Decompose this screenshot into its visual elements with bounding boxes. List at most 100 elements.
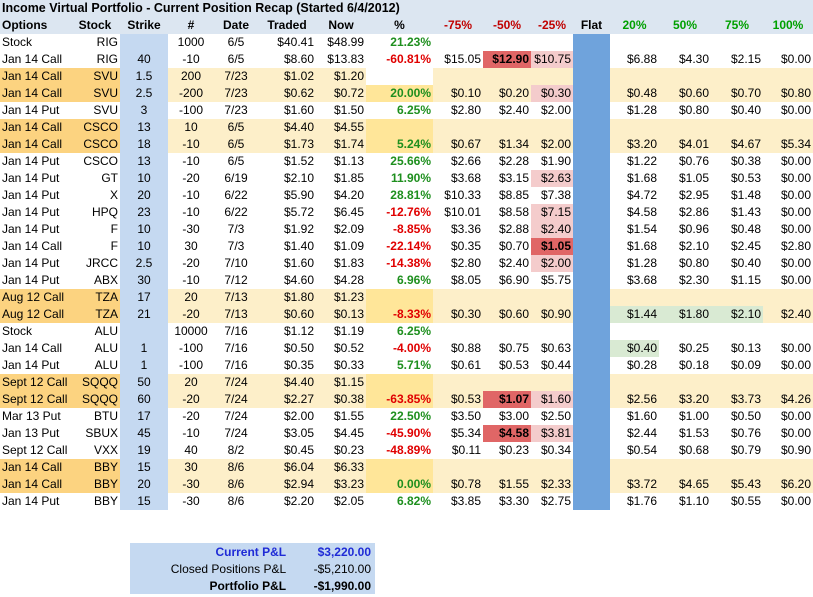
- flat-cell: [573, 408, 610, 425]
- option-cell: Jan 13 Put: [2, 426, 60, 440]
- table-row: Jan 14 Call SVU 2.5 -200 7/23 $0.62 $0.72 20.00…: [0, 85, 813, 102]
- traded-cell: $8.60: [283, 52, 314, 66]
- strike-cell: 15: [120, 493, 168, 510]
- percent-cell: [366, 374, 433, 391]
- stock-cell: BTU: [94, 409, 118, 423]
- percent-cell: -63.85%: [366, 391, 433, 408]
- flat-cell: [573, 306, 610, 323]
- column-header: Stock: [70, 17, 120, 34]
- scenario-cell: $0.50: [730, 409, 761, 423]
- scenario-cell: $0.28: [626, 358, 657, 372]
- scenario-cell: $4.58: [626, 205, 657, 219]
- scenario-cell: $0.67: [433, 136, 483, 153]
- scenario-cell: [711, 289, 763, 306]
- traded-cell: $1.60: [283, 103, 314, 117]
- option-cell: Jan 14 Put: [2, 154, 60, 168]
- scenario-cell: $0.90: [781, 443, 812, 457]
- scenario-cell: $0.48: [730, 222, 761, 236]
- strike-cell: 1: [120, 357, 168, 374]
- scenario-cell: [659, 323, 711, 340]
- option-cell: Jan 14 Put: [2, 273, 60, 287]
- scenario-cell: [610, 119, 659, 136]
- quantity-cell: -20: [182, 171, 200, 185]
- option-cell: Sept 12 Call: [2, 443, 68, 457]
- percent-cell: -8.85%: [392, 222, 431, 236]
- scenario-cell: $2.95: [678, 188, 709, 202]
- scenario-cell: [610, 34, 659, 51]
- percent-cell: [366, 289, 433, 306]
- scenario-cell: [711, 323, 763, 340]
- percent-cell: 25.66%: [390, 154, 431, 168]
- traded-cell: $4.40: [258, 374, 316, 391]
- column-header: Flat: [573, 17, 610, 34]
- strike-cell: 10: [120, 221, 168, 238]
- percent-cell: -48.89%: [386, 443, 431, 457]
- column-header: #: [168, 17, 214, 34]
- scenario-cell: $0.80: [678, 256, 709, 270]
- scenario-cell: $0.30: [531, 85, 573, 102]
- scenario-cell: $0.70: [498, 239, 529, 253]
- scenario-cell: [433, 68, 483, 85]
- flat-cell: [573, 153, 610, 170]
- percent-cell: 20.00%: [366, 85, 433, 102]
- traded-cell: $0.35: [283, 358, 314, 372]
- scenario-cell: [763, 374, 813, 391]
- scenario-cell: [610, 323, 659, 340]
- scenario-cell: $0.25: [678, 341, 709, 355]
- quantity-cell: -100: [178, 103, 204, 117]
- flat-cell: [573, 425, 610, 442]
- scenario-cell: $1.60: [626, 409, 657, 423]
- column-header: 20%: [610, 17, 659, 34]
- scenario-cell: $1.05: [531, 238, 573, 255]
- quantity-cell: -20: [168, 391, 214, 408]
- date-cell: 6/19: [224, 171, 248, 185]
- scenario-cell: [659, 34, 711, 51]
- flat-cell: [573, 221, 610, 238]
- scenario-cell: $0.55: [730, 494, 761, 508]
- now-cell: $48.99: [327, 35, 364, 49]
- scenario-cell: [483, 34, 531, 51]
- scenario-cell: $0.00: [781, 103, 812, 117]
- scenario-cell: $1.68: [626, 171, 657, 185]
- percent-cell: -14.38%: [386, 256, 431, 270]
- flat-cell: [573, 357, 610, 374]
- option-cell: Jan 14 Put: [2, 171, 60, 185]
- strike-cell: 19: [120, 442, 168, 459]
- stock-cell: X: [109, 188, 118, 202]
- title-row: Income Virtual Portfolio - Current Posit…: [0, 0, 813, 17]
- scenario-cell: $4.65: [659, 476, 711, 493]
- option-cell: Jan 14 Put: [2, 358, 60, 372]
- scenario-cell: $0.10: [433, 85, 483, 102]
- option-cell: Sept 12 Call: [0, 374, 70, 391]
- date-cell: 7/13: [214, 306, 258, 323]
- scenario-cell: $0.00: [781, 171, 812, 185]
- stock-cell: TZA: [70, 289, 120, 306]
- date-cell: 6/5: [227, 154, 245, 168]
- now-cell: $0.13: [316, 306, 366, 323]
- now-cell: $2.05: [333, 494, 364, 508]
- scenario-cell: $0.11: [451, 443, 481, 457]
- option-cell: Jan 14 Call: [2, 239, 63, 253]
- scenario-cell: $3.00: [498, 409, 529, 423]
- quantity-cell: -10: [182, 426, 200, 440]
- traded-cell: $1.52: [283, 154, 314, 168]
- scenario-cell: $5.34: [763, 136, 813, 153]
- scenario-cell: $0.96: [678, 222, 709, 236]
- flat-cell: [573, 476, 610, 493]
- scenario-cell: $0.00: [781, 222, 812, 236]
- column-header: -25%: [531, 17, 573, 34]
- date-cell: 7/10: [224, 256, 248, 270]
- percent-cell: 6.25%: [396, 103, 431, 117]
- column-header: Options: [0, 17, 70, 34]
- flat-cell: [573, 170, 610, 187]
- stock-cell: GT: [101, 171, 118, 185]
- option-cell: Jan 14 Put: [2, 256, 60, 270]
- column-header: -75%: [433, 17, 483, 34]
- percent-cell: 6.82%: [396, 494, 431, 508]
- date-cell: 6/22: [224, 188, 248, 202]
- scenario-cell: [483, 323, 531, 340]
- stock-cell: JRCC: [86, 256, 118, 270]
- scenario-cell: $0.00: [781, 341, 812, 355]
- option-cell: Jan 14 Call: [0, 68, 70, 85]
- table-row: Jan 14 Call BBY 15 30 8/6 $6.04 $6.33: [0, 459, 813, 476]
